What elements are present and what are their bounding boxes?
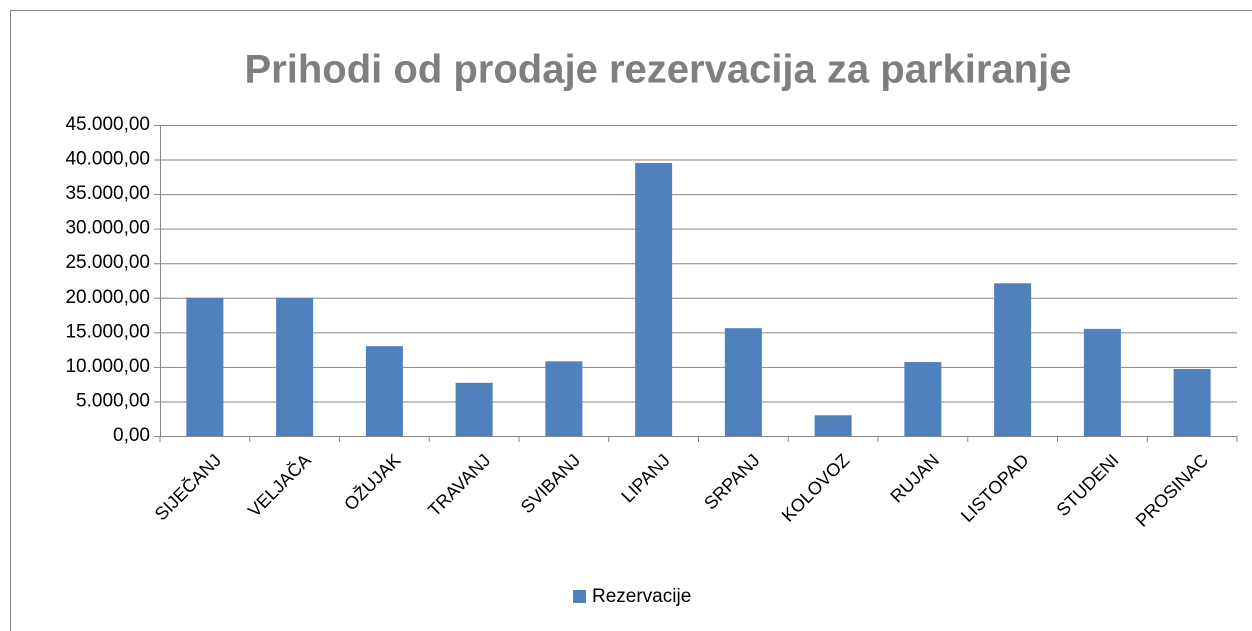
chart-title: Prihodi od prodaje rezervacija za parkir… (245, 48, 1072, 92)
bar (814, 415, 852, 436)
legend-label: Rezervacije (592, 586, 691, 607)
bar (276, 297, 314, 436)
bar (904, 362, 942, 436)
y-tick-label: 10.000,00 (65, 356, 150, 377)
y-tick-label: 0,00 (113, 425, 150, 446)
bar (1173, 368, 1211, 436)
bar (186, 297, 224, 436)
bar (545, 361, 583, 436)
bar (994, 283, 1032, 436)
y-tick-label: 30.000,00 (65, 218, 150, 239)
y-tick-label: 15.000,00 (65, 321, 150, 342)
y-tick-label: 35.000,00 (65, 183, 150, 204)
y-tick-label: 25.000,00 (65, 252, 150, 273)
bar (724, 328, 762, 436)
bar (1083, 328, 1121, 436)
bar (455, 382, 493, 436)
bar (365, 346, 403, 436)
legend-swatch (573, 590, 586, 603)
y-tick-label: 40.000,00 (65, 149, 150, 170)
bar (635, 163, 673, 436)
y-tick-label: 5.000,00 (76, 390, 150, 411)
y-tick-label: 45.000,00 (65, 114, 150, 135)
y-tick-label: 20.000,00 (65, 287, 150, 308)
